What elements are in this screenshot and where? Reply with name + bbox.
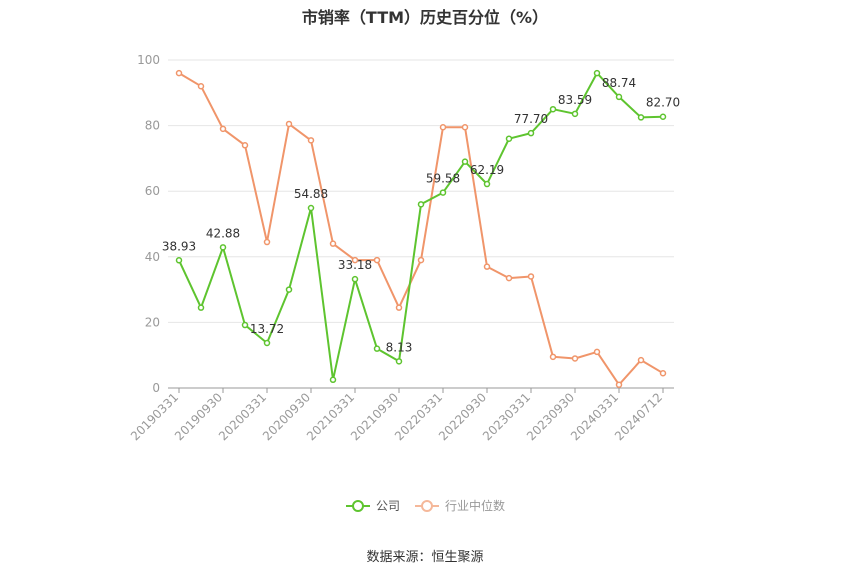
y-tick-label: 100 xyxy=(137,53,160,67)
data-label: 59.58 xyxy=(426,172,460,186)
data-point-company xyxy=(439,189,447,196)
data-label: 82.70 xyxy=(646,96,680,110)
data-label: 42.88 xyxy=(206,226,240,240)
data-point-industry-median xyxy=(395,304,403,311)
data-point-industry-median xyxy=(263,238,271,246)
data-point-company xyxy=(219,244,227,251)
data-point-company xyxy=(395,358,403,365)
data-point-industry-median xyxy=(637,356,645,364)
data-point-company xyxy=(637,114,645,121)
data-point-industry-median xyxy=(417,256,425,264)
data-point-company xyxy=(615,93,623,101)
data-source-note: 数据来源：恒生聚源 xyxy=(366,550,484,565)
data-label: 8.13 xyxy=(386,340,413,354)
data-point-company xyxy=(461,158,469,165)
data-point-company xyxy=(175,257,183,264)
series-line-industry-median xyxy=(178,72,664,386)
data-point-company xyxy=(505,135,513,142)
data-point-company xyxy=(351,275,359,283)
data-point-company xyxy=(483,180,491,188)
data-label: 83.59 xyxy=(558,93,592,107)
data-point-industry-median xyxy=(549,353,557,361)
data-point-industry-median xyxy=(483,263,491,270)
data-point-company xyxy=(285,286,293,293)
data-label: 33.18 xyxy=(338,258,372,272)
data-point-industry-median xyxy=(659,369,667,377)
data-point-company xyxy=(329,376,337,384)
data-point-industry-median xyxy=(461,123,469,131)
legend-label-company: 公司 xyxy=(375,499,400,513)
data-point-company xyxy=(549,105,557,113)
data-point-industry-median xyxy=(241,142,249,149)
data-label: 62.19 xyxy=(470,163,504,177)
data-point-industry-median xyxy=(439,123,447,131)
data-point-industry-median xyxy=(219,125,227,133)
data-point-industry-median xyxy=(505,274,513,282)
data-point-industry-median xyxy=(285,120,293,128)
data-point-company xyxy=(197,304,205,311)
x-tick-label: 20240712 xyxy=(612,390,665,443)
data-point-industry-median xyxy=(175,69,183,77)
y-tick-label: 20 xyxy=(145,315,160,329)
data-point-industry-median xyxy=(615,381,623,388)
data-point-company xyxy=(307,204,315,212)
legend-item-industry-median[interactable]: 行业中位数 xyxy=(414,497,505,514)
data-point-company xyxy=(241,321,249,329)
legend-item-company[interactable]: 公司 xyxy=(345,497,400,514)
legend-label-industry-median: 行业中位数 xyxy=(445,499,506,513)
data-label: 38.93 xyxy=(162,239,196,253)
data-point-company xyxy=(373,345,381,352)
data-point-industry-median xyxy=(373,256,381,264)
y-tick-label: 60 xyxy=(145,184,160,198)
data-point-company xyxy=(527,129,535,137)
data-point-company xyxy=(417,201,425,208)
data-point-company xyxy=(593,69,601,77)
data-point-industry-median xyxy=(571,355,579,362)
y-tick-label: 40 xyxy=(145,250,160,264)
data-point-company xyxy=(263,339,271,347)
data-point-company xyxy=(571,110,579,118)
y-tick-label: 80 xyxy=(145,119,160,133)
data-point-industry-median xyxy=(329,240,337,247)
data-label: 77.70 xyxy=(514,112,548,126)
y-tick-label: 0 xyxy=(152,381,160,395)
data-label: 88.74 xyxy=(602,76,636,90)
data-point-industry-median xyxy=(307,137,315,144)
legend: 公司 行业中位数 xyxy=(0,497,850,514)
legend-line-icon xyxy=(345,499,370,512)
chart-title: 市销率（TTM）历史百分位（%） xyxy=(301,8,549,27)
legend-line-icon xyxy=(415,499,439,512)
data-point-industry-median xyxy=(351,256,359,264)
data-point-industry-median xyxy=(593,348,601,356)
data-point-company xyxy=(659,113,667,120)
data-point-industry-median xyxy=(527,273,535,280)
data-point-industry-median xyxy=(197,82,205,90)
data-label: 13.72 xyxy=(250,322,284,336)
data-label: 54.88 xyxy=(294,187,328,201)
